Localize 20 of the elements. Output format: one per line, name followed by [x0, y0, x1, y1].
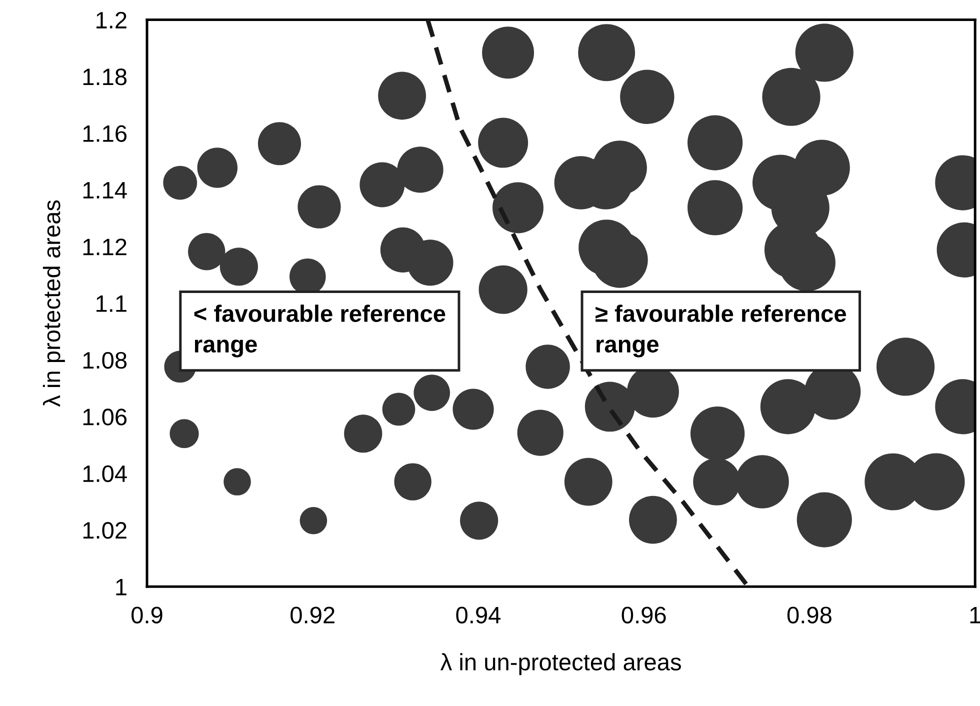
y-tick-label: 1.06	[83, 408, 127, 426]
y-tick-label: 1.1	[96, 296, 126, 312]
x-tick-label: 0.96	[622, 606, 666, 624]
y-tick-label: 1.04	[83, 465, 127, 482]
y-tick-label: 1	[116, 579, 126, 596]
x-tick-label: 0.9	[132, 606, 162, 624]
x-axis-title: λ in un-protected areas	[440, 653, 681, 676]
x-tick-label: 0.92	[290, 606, 334, 624]
y-tick-label: 1.18	[83, 68, 127, 86]
y-tick-label: 1.16	[83, 125, 127, 142]
y-tick-label: 1.14	[83, 182, 127, 198]
y-tick-label: 1.2	[96, 12, 126, 28]
annotation: ≥ favourable reference range	[596, 304, 846, 358]
x-tick-label: 0.98	[787, 606, 832, 624]
y-tick-label: 1.02	[83, 522, 126, 539]
y-tick-label: 1.12	[83, 238, 126, 256]
y-axis-title: λ in protected areas	[42, 200, 65, 407]
x-tick-label: 0.94	[456, 606, 501, 624]
annotation: < favourable reference range	[194, 304, 446, 358]
y-tick-label: 1.08	[83, 352, 127, 369]
